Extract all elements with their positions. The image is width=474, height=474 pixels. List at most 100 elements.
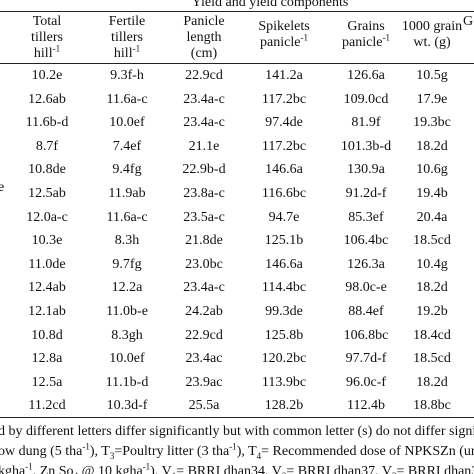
cell: 10.3d-f bbox=[106, 398, 148, 414]
cell: 9.4fg bbox=[112, 162, 142, 178]
cell: 21.8de bbox=[185, 233, 223, 249]
cell: 23.8a-c bbox=[183, 186, 225, 201]
footnote-text: 3 bbox=[109, 450, 115, 461]
cell: 10.5g bbox=[416, 68, 448, 83]
header-line: hill bbox=[113, 46, 133, 61]
footnote-text: -1 bbox=[82, 441, 90, 452]
header-line: Fertile bbox=[108, 14, 146, 29]
header-text: Total bbox=[33, 14, 62, 30]
footnote-line: d by different letters differ significan… bbox=[0, 424, 474, 440]
header-line: tillers bbox=[31, 30, 63, 45]
cell: 11.9ab bbox=[108, 186, 146, 201]
cell: 23.4ac bbox=[185, 351, 223, 367]
header-line: Panicle bbox=[183, 14, 225, 29]
cell: 12.4ab bbox=[28, 280, 66, 296]
cell: 96.0c-f bbox=[345, 374, 387, 390]
row-stub: e bbox=[0, 180, 5, 195]
footnote-text: = BRRI dhan34, V bbox=[176, 464, 282, 474]
cell: 21.1e bbox=[188, 138, 220, 154]
cell: 10.8de bbox=[28, 162, 66, 178]
cell: 10.2e bbox=[31, 68, 63, 83]
cell: 11.6a-c bbox=[106, 209, 148, 225]
header-text: 1000 grain bbox=[402, 19, 462, 35]
header-text: hill-1 bbox=[113, 44, 140, 62]
cell: 97.7d-f bbox=[345, 351, 387, 367]
header-text: wt. (g) bbox=[413, 35, 450, 51]
footnote-text: ), T bbox=[236, 444, 257, 459]
cell: 18.2d bbox=[416, 280, 448, 296]
footnote-text: , Zn So bbox=[32, 464, 74, 474]
cell: 10.0ef bbox=[109, 115, 145, 131]
header-line: 1000 grain bbox=[401, 19, 463, 34]
cell: 98.0c-e bbox=[345, 280, 387, 296]
rule bbox=[0, 63, 474, 64]
header-text: tillers bbox=[111, 30, 143, 46]
header-text: Grains bbox=[347, 19, 384, 35]
cell: 109.0cd bbox=[343, 91, 389, 107]
cell: 12.0a-c bbox=[26, 209, 68, 225]
footnote-text: kgha bbox=[0, 464, 26, 474]
header-line: panicle bbox=[342, 35, 383, 50]
footnote-text: 2 bbox=[282, 471, 287, 474]
cell: 11.0de bbox=[28, 256, 66, 272]
cell: 11.2cd bbox=[28, 398, 66, 414]
footnote-text: ow dung (5 tha bbox=[0, 444, 83, 459]
cell: 17.9e bbox=[416, 91, 448, 107]
cell: 19.4b bbox=[416, 186, 448, 201]
header-text: Spikelets bbox=[258, 19, 309, 35]
cell: 88.4ef bbox=[348, 304, 384, 319]
header-line: Spikelets bbox=[258, 19, 310, 34]
header-line: panicle bbox=[260, 35, 301, 50]
cell: 94.7e bbox=[268, 209, 300, 225]
cell: 23.0bc bbox=[185, 256, 223, 272]
cell: 18.4cd bbox=[413, 327, 451, 343]
header-line: Total bbox=[32, 14, 62, 29]
group-title: Yield and yield components bbox=[191, 0, 349, 10]
cell: 23.4a-c bbox=[183, 280, 225, 296]
cell: 106.8bc bbox=[343, 327, 389, 343]
cell: 22.9cd bbox=[185, 68, 223, 83]
header-text: G bbox=[463, 14, 473, 30]
footnote-text: ), T bbox=[89, 444, 110, 459]
cell: 141.2a bbox=[265, 68, 303, 83]
cell: 12.8a bbox=[31, 351, 63, 367]
cell: 23.9ac bbox=[185, 374, 223, 390]
header-text: panicle-1 bbox=[260, 33, 308, 51]
cell: 18.5cd bbox=[413, 351, 451, 367]
cell: 125.8b bbox=[264, 327, 304, 343]
cell: 117.2bc bbox=[261, 138, 307, 154]
header-sup: -1 bbox=[52, 43, 61, 54]
header-line: tillers bbox=[111, 30, 143, 45]
footnote-text: d by different letters differ significan… bbox=[0, 424, 474, 439]
cell: 7.4ef bbox=[112, 138, 142, 154]
cell: 12.1ab bbox=[28, 304, 66, 319]
cell: 128.2b bbox=[264, 398, 304, 414]
header-line: hill bbox=[33, 46, 53, 61]
cell: 10.4g bbox=[416, 256, 448, 272]
cell: 130.9a bbox=[347, 162, 385, 178]
cell: 11.1b-d bbox=[105, 374, 149, 390]
header-text: Fertile bbox=[109, 14, 146, 30]
cell: 12.2a bbox=[111, 280, 143, 296]
cell: 11.6a-c bbox=[106, 91, 148, 107]
cell: 11.6b-d bbox=[25, 115, 69, 131]
cell: 12.6ab bbox=[28, 91, 66, 107]
cell: 112.4b bbox=[347, 398, 385, 414]
cell: 20.4a bbox=[416, 209, 448, 225]
cell: 126.6a bbox=[347, 68, 385, 83]
cell: 101.3b-d bbox=[340, 138, 392, 154]
footnote-text: 4 bbox=[74, 471, 79, 474]
rule bbox=[0, 417, 474, 418]
cell: 24.2ab bbox=[185, 304, 223, 319]
cell: 116.6bc bbox=[261, 186, 307, 201]
header-text: length bbox=[187, 30, 222, 46]
cell: 106.4bc bbox=[343, 233, 389, 249]
cell: 12.5a bbox=[31, 374, 63, 390]
cell: 11.0b-e bbox=[106, 304, 148, 319]
cell: 23.4a-c bbox=[183, 115, 225, 131]
header-line: wt. (g) bbox=[413, 35, 451, 50]
cell: 113.9bc bbox=[261, 374, 307, 390]
cell: 10.8d bbox=[31, 327, 63, 343]
cell: 9.7fg bbox=[112, 256, 142, 272]
